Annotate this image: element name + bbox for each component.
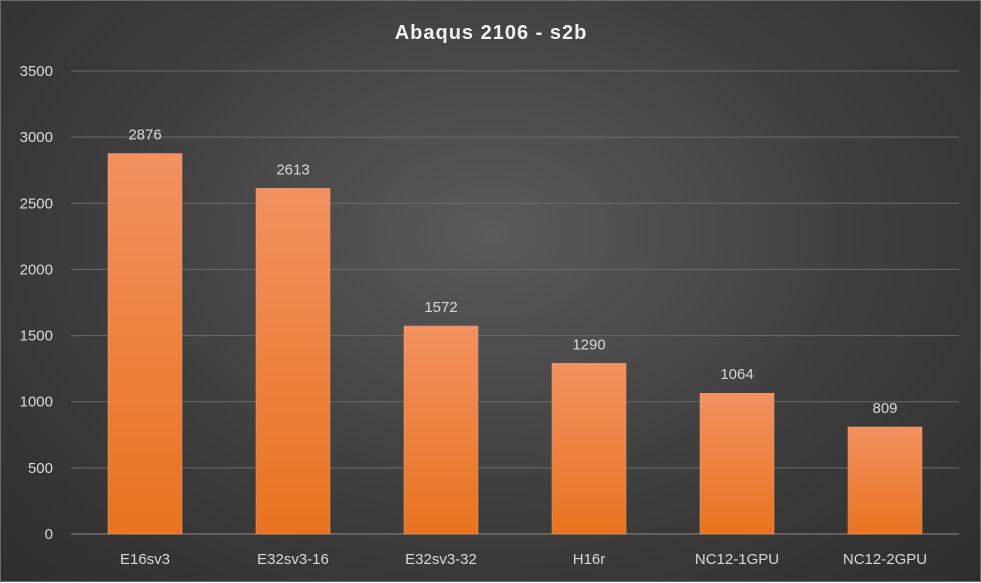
bar xyxy=(403,325,479,535)
bar xyxy=(255,188,331,535)
y-tick-label: 1000 xyxy=(20,394,53,411)
data-label: 2613 xyxy=(276,161,309,178)
data-label: 809 xyxy=(872,400,897,417)
bar xyxy=(847,426,923,535)
bar xyxy=(107,153,183,535)
x-tick-label: H16r xyxy=(573,551,606,568)
chart-title: Abaqus 2106 - s2b xyxy=(395,22,588,44)
y-tick-label: 2000 xyxy=(20,261,53,278)
x-axis-ticks: E16sv3 E32sv3-16 E32sv3-32 H16r NC12-1GPU NC1… xyxy=(120,551,927,568)
gridlines xyxy=(71,70,959,535)
y-tick-label: 500 xyxy=(28,460,53,477)
data-labels: 2876 2613 1572 1290 1064 809 xyxy=(128,127,897,417)
y-tick-label: 0 xyxy=(45,526,53,543)
y-tick-label: 2500 xyxy=(20,195,53,212)
bar xyxy=(551,363,627,535)
x-tick-label: NC12-1GPU xyxy=(695,551,779,568)
x-tick-label: E32sv3-16 xyxy=(257,551,329,568)
y-tick-label: 3500 xyxy=(20,63,53,80)
x-tick-label: E16sv3 xyxy=(120,551,170,568)
data-label: 1290 xyxy=(572,336,605,353)
data-label: 2876 xyxy=(128,127,161,144)
y-tick-label: 1500 xyxy=(20,328,53,345)
y-axis-ticks: 0 500 1000 1500 2000 2500 3000 3500 xyxy=(20,63,53,543)
x-tick-label: E32sv3-32 xyxy=(405,551,477,568)
data-label: 1572 xyxy=(424,299,457,316)
bar xyxy=(699,392,775,535)
bars xyxy=(107,153,923,535)
x-tick-label: NC12-2GPU xyxy=(843,551,927,568)
y-tick-label: 3000 xyxy=(20,129,53,146)
data-label: 1064 xyxy=(720,366,753,383)
